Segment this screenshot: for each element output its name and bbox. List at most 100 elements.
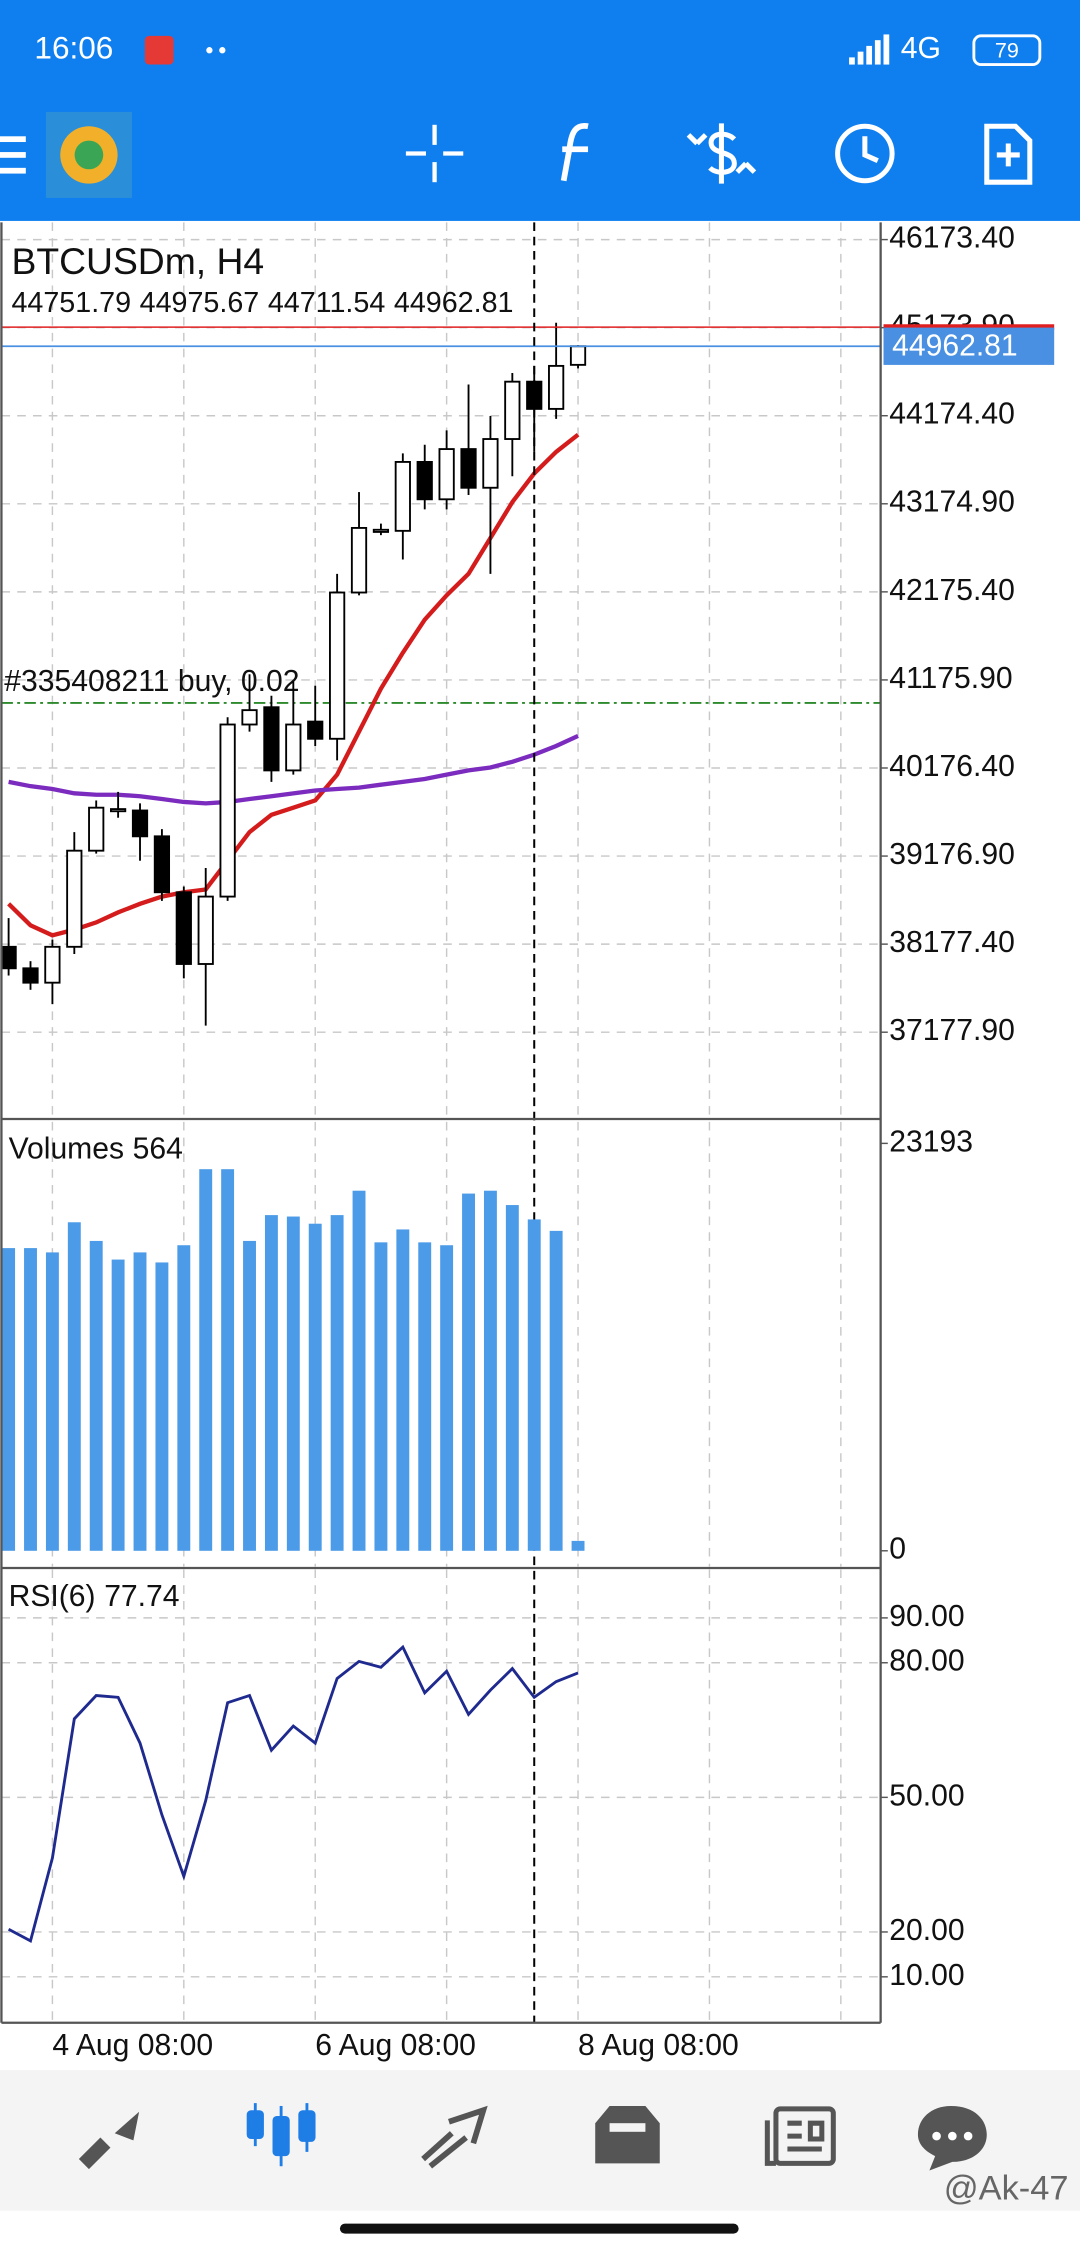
y-tick-label: 23193: [889, 1125, 973, 1158]
volume-bar: [571, 1540, 585, 1551]
ask-marker: [883, 324, 1055, 330]
y-tick-label: 41175.90: [889, 662, 1012, 695]
battery-outline: [972, 34, 1042, 66]
status-dot: [219, 47, 226, 54]
y-tick-label: 37177.90: [889, 1014, 1015, 1047]
volume-bar: [2, 1248, 16, 1551]
home-indicator: [339, 2223, 739, 2234]
candle-body: [416, 461, 433, 501]
app-header: [0, 0, 1080, 221]
y-tick-label: 42175.40: [889, 574, 1015, 607]
volume-bar: [199, 1169, 213, 1551]
status-time: 16:06: [34, 30, 113, 66]
app-logo[interactable]: [45, 111, 132, 198]
panel-title-name: Volumes: [9, 1132, 124, 1165]
y-tick-label: 80.00: [889, 1645, 964, 1678]
watermark: @Ak-47: [944, 2170, 1069, 2208]
volume-bar: [45, 1252, 59, 1551]
y-tick-label: 50.00: [889, 1779, 964, 1812]
rsi-line: [7, 1644, 579, 1944]
bid-price-tag: [883, 327, 1055, 365]
ohlc-high: 44975.67: [140, 287, 260, 319]
volume-bar: [549, 1230, 563, 1551]
trade-tab[interactable]: [421, 2105, 488, 2169]
news-tab[interactable]: [764, 2106, 836, 2166]
y-tick-label: 40176.40: [889, 750, 1015, 783]
candle-body: [241, 709, 258, 726]
crosshair-button[interactable]: [405, 124, 464, 183]
status-icon: [144, 35, 174, 65]
volume-bar: [462, 1193, 475, 1551]
battery-level: 79: [995, 38, 1019, 62]
candle-body: [350, 526, 368, 594]
moving-average: [7, 433, 580, 938]
volume-bar: [286, 1216, 300, 1551]
volume-bar: [483, 1190, 497, 1551]
panel-title-value: 77.74: [104, 1580, 179, 1613]
menu-button[interactable]: [0, 136, 26, 174]
y-tick-label: 46173.40: [889, 222, 1015, 255]
ohlc-low: 44711.54: [268, 287, 385, 319]
y-tick-label: 44174.40: [889, 398, 1015, 431]
volume-bar: [89, 1240, 103, 1551]
new-order-button[interactable]: [984, 123, 1033, 185]
chart-title: BTCUSDm, H4: [11, 240, 264, 282]
candle-body: [438, 448, 455, 501]
ohlc-open: 44751.79: [11, 287, 131, 319]
chart-frame: [0, 222, 882, 2024]
ohlc-label: 44751.79 44975.67 44711.54 44962.81: [11, 287, 513, 319]
candle-body: [66, 849, 83, 948]
volume-bar: [374, 1242, 388, 1551]
candle-body: [263, 706, 280, 772]
status-dot: [206, 47, 213, 54]
candle-body: [153, 835, 171, 894]
y-tick-label: 43174.90: [889, 486, 1015, 519]
candle-body: [307, 720, 324, 740]
candle-body: [329, 591, 346, 740]
bid-price-label: 44962.81: [892, 330, 1018, 363]
candle-body: [44, 945, 61, 984]
order-label: #335408211 buy, 0.02: [4, 665, 299, 698]
candle-body: [197, 895, 214, 965]
candle-body: [110, 808, 127, 813]
y-tick-label: 20.00: [889, 1914, 964, 1947]
candle-body: [175, 891, 192, 965]
network-label: 4G: [901, 32, 941, 65]
candle-body: [0, 945, 17, 970]
y-tick-label: 10.00: [889, 1959, 964, 1992]
history-tab[interactable]: [595, 2105, 660, 2164]
volume-bar: [352, 1190, 366, 1551]
y-tick-label: 38177.40: [889, 926, 1015, 959]
volume-bar: [133, 1252, 147, 1551]
candle-body: [548, 364, 565, 410]
chart-tab[interactable]: [246, 2103, 316, 2167]
quotes-tab[interactable]: [78, 2111, 140, 2170]
chart-area: 4 Aug 08:00 6 Aug 08:00 8 Aug 08:00 46173.4…: [0, 222, 1055, 2062]
y-tick-label: 39176.90: [889, 838, 1015, 871]
candle-body: [460, 448, 477, 489]
volume-bar: [177, 1245, 191, 1551]
candle-body: [504, 380, 521, 440]
volume-bar: [418, 1242, 432, 1551]
volume-bar: [527, 1219, 541, 1551]
panel-title: RSI(6) 77.74: [9, 1580, 180, 1613]
y-tick-label: 90.00: [889, 1600, 964, 1633]
volume-bar: [67, 1222, 81, 1551]
candle-body: [285, 723, 302, 772]
candle-body: [131, 809, 149, 838]
volume-bar: [505, 1205, 519, 1551]
bottom-nav: [0, 2070, 1080, 2211]
x-tick-label: 4 Aug 08:00: [52, 2029, 213, 2062]
trade-button[interactable]: [686, 123, 757, 184]
ohlc-close: 44962.81: [394, 287, 514, 319]
indicators-button[interactable]: [560, 123, 589, 182]
volume-bar: [330, 1215, 344, 1551]
signal-icon: [849, 34, 890, 65]
volume-bar: [111, 1259, 125, 1551]
chat-tab[interactable]: [917, 2105, 987, 2171]
y-tick-label: 0: [889, 1533, 906, 1566]
candle-body: [569, 345, 587, 366]
volume-bar: [396, 1229, 410, 1551]
history-button[interactable]: [835, 123, 895, 184]
